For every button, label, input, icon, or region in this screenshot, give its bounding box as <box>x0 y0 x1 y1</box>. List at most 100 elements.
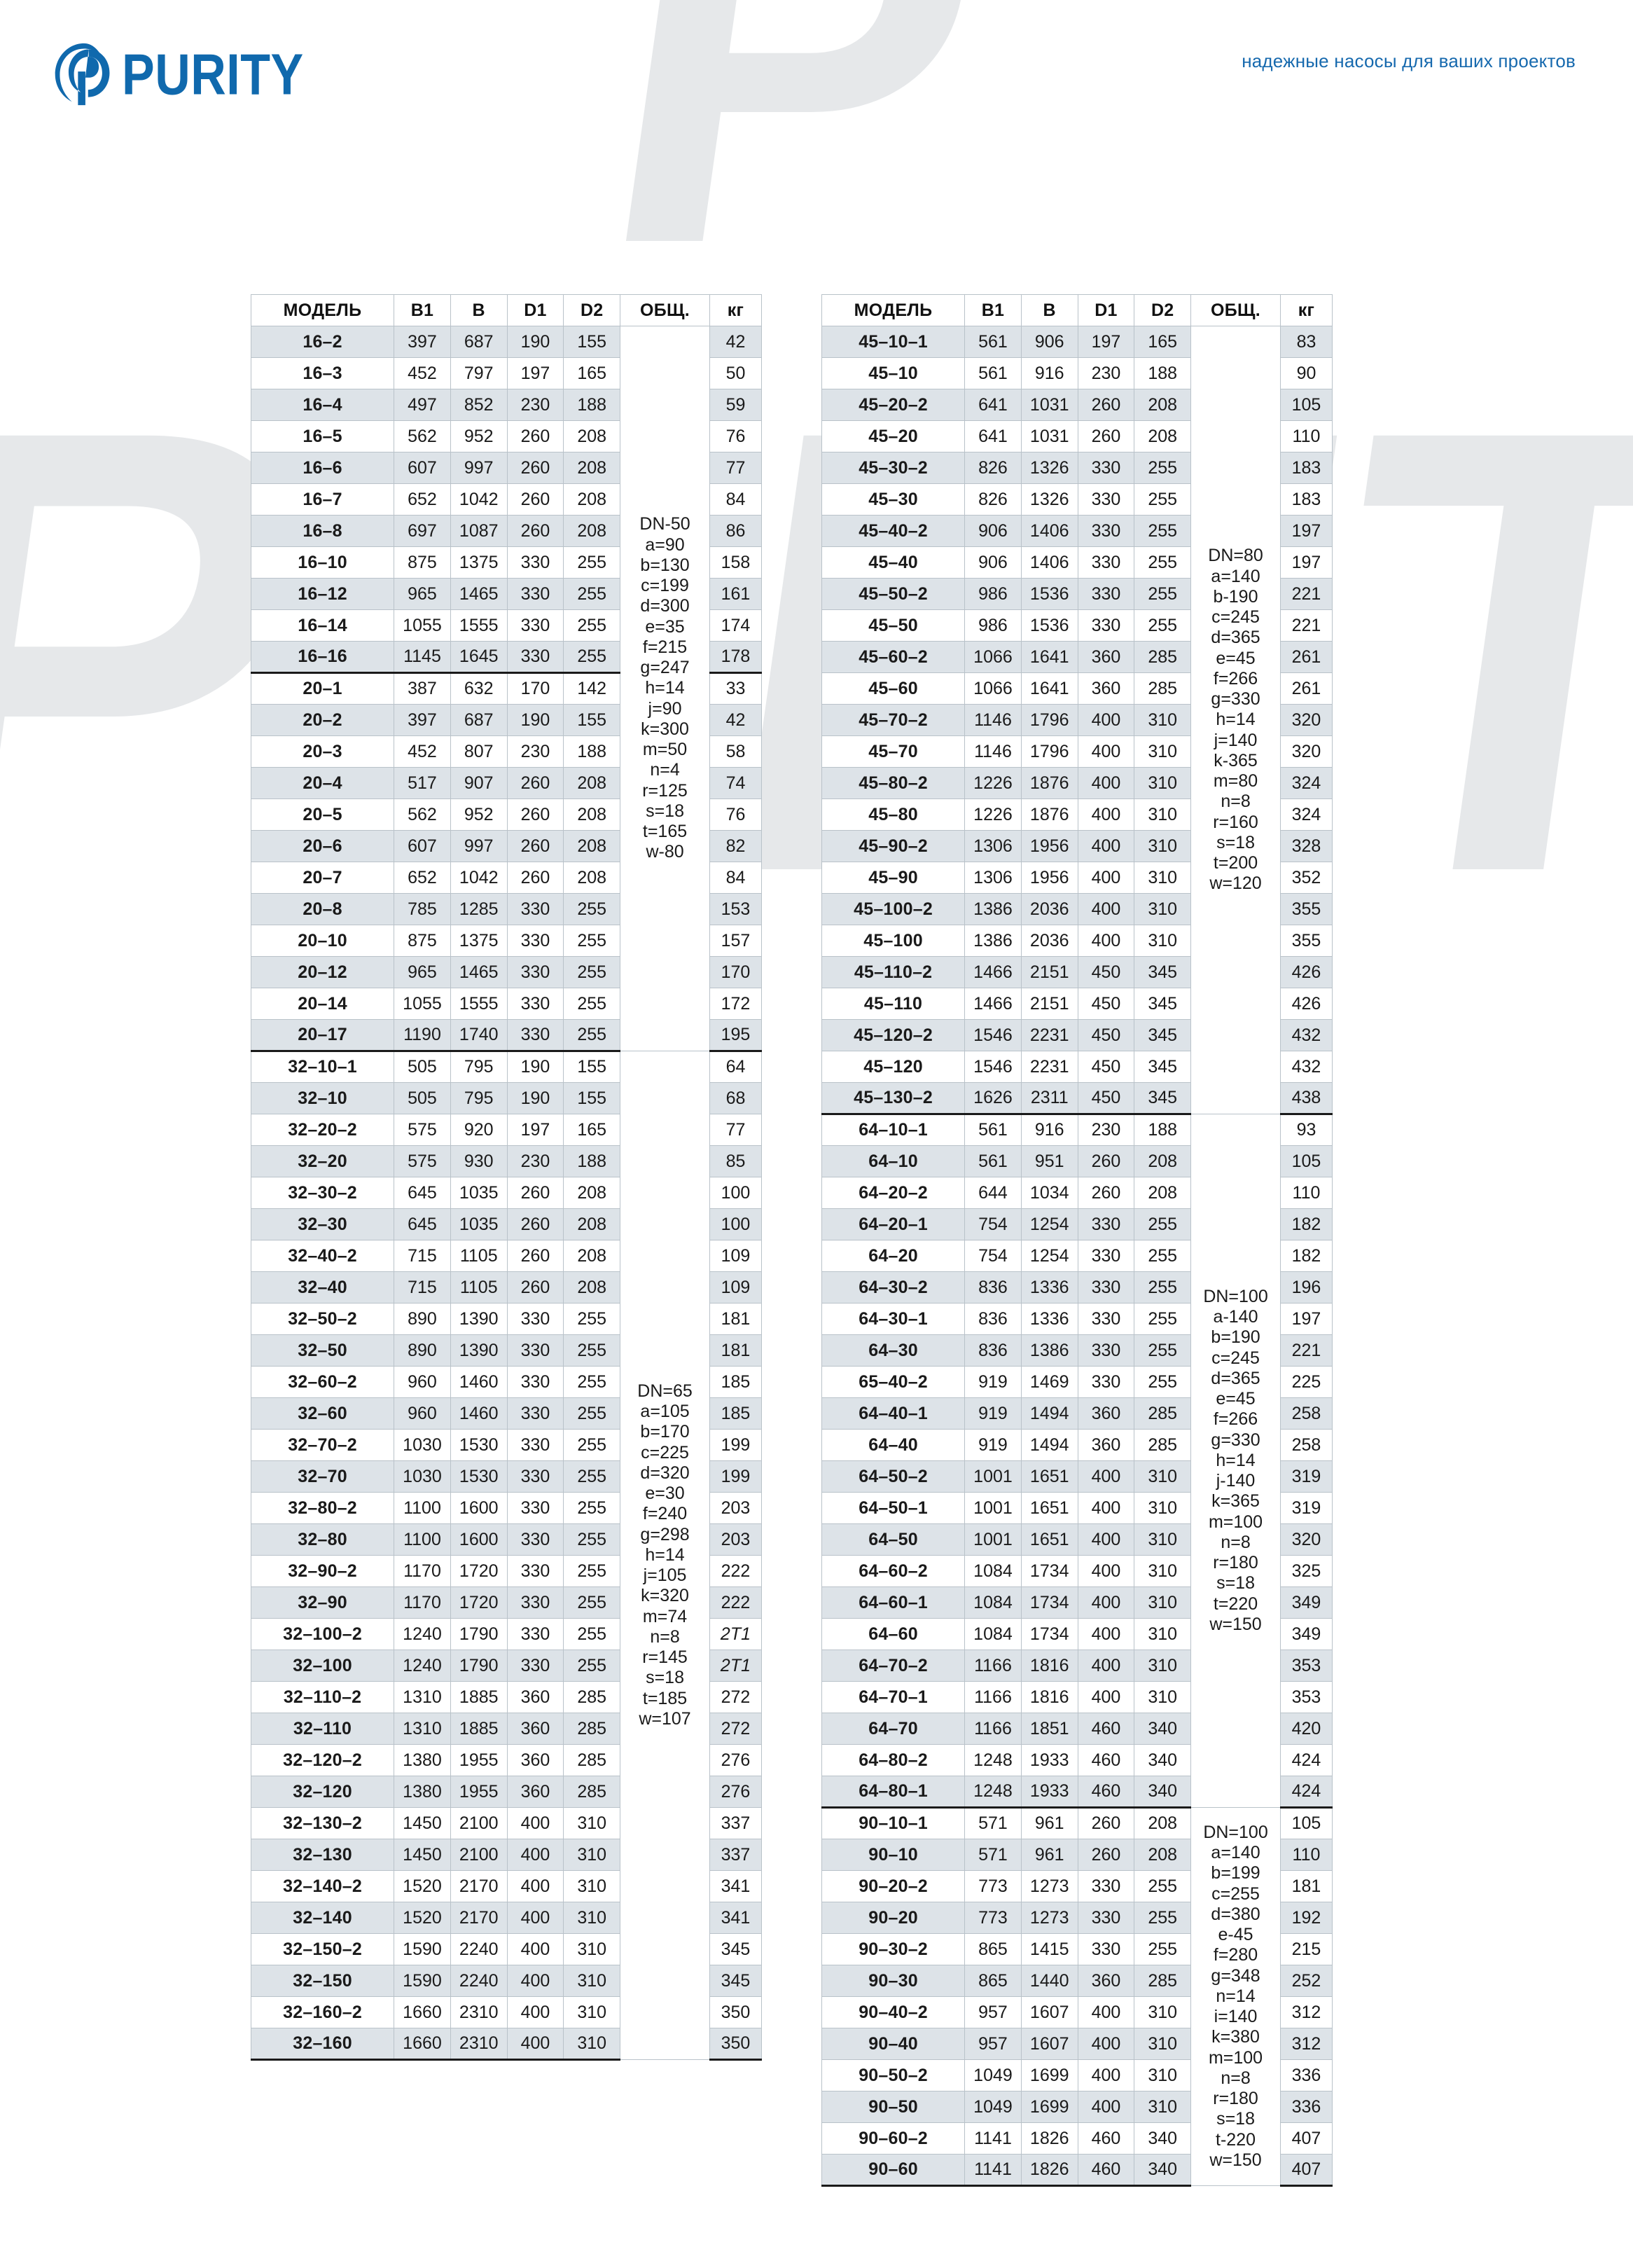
cell-model: 32–50–2 <box>250 1303 395 1335</box>
cell-b1: 1450 <box>394 1807 451 1839</box>
cell-b1: 906 <box>964 515 1022 547</box>
cell-b1: 1066 <box>964 672 1022 705</box>
cell-model: 32–40–2 <box>250 1240 395 1272</box>
cell-d1: 260 <box>1077 1807 1135 1839</box>
cell-kg: 183 <box>1279 483 1333 516</box>
cell-b1: 607 <box>394 452 451 484</box>
cell-kg: 203 <box>709 1492 763 1524</box>
cell-kg: 312 <box>1279 1996 1333 2028</box>
cell-model: 90–30–2 <box>821 1933 966 1965</box>
cell-d1: 330 <box>506 1334 564 1367</box>
cell-d2: 255 <box>563 546 621 579</box>
cell-b1: 452 <box>394 357 451 389</box>
cell-kg: 59 <box>709 389 763 421</box>
cell-kg: 197 <box>1279 515 1333 547</box>
cell-b1: 986 <box>964 609 1022 642</box>
cell-d2: 208 <box>563 862 621 894</box>
cell-kg: 221 <box>1279 609 1333 642</box>
cell-kg: 77 <box>709 1114 763 1146</box>
cell-kg: 320 <box>1279 1523 1333 1556</box>
table-row: 64–50 1001 1651 400 310 320 <box>821 1523 1333 1556</box>
table-row: 20–10 875 1375 330 255 157 <box>250 925 763 957</box>
table-row: 90–10 571 961 260 208 110 <box>821 1839 1333 1871</box>
cell-d2: 255 <box>1134 1334 1192 1367</box>
cell-model: 64–60–1 <box>821 1586 966 1619</box>
cell-b: 1555 <box>450 988 508 1020</box>
cell-d1: 360 <box>506 1776 564 1808</box>
cell-b1: 1660 <box>394 2028 451 2061</box>
cell-d2: 310 <box>1134 1460 1192 1493</box>
cell-d2: 285 <box>1134 1965 1192 1997</box>
cell-model: 32–150–2 <box>250 1933 395 1965</box>
cell-d1: 330 <box>506 578 564 610</box>
table-row: 45–50 986 1536 330 255 221 <box>821 609 1333 642</box>
cell-d1: 360 <box>1077 641 1135 673</box>
cell-d1: 450 <box>1077 988 1135 1020</box>
cell-b: 1273 <box>1020 1870 1078 1902</box>
cell-b: 1734 <box>1020 1618 1078 1650</box>
cell-kg: 319 <box>1279 1460 1333 1493</box>
cell-b1: 1001 <box>964 1523 1022 1556</box>
cell-d1: 197 <box>1077 326 1135 358</box>
cell-model: 16–2 <box>250 326 395 358</box>
cell-b: 1790 <box>450 1618 508 1650</box>
cell-d1: 400 <box>1077 1586 1135 1619</box>
cell-d2: 310 <box>1134 704 1192 736</box>
table-row: 32–60 960 1460 330 255 185 <box>250 1397 763 1430</box>
cell-model: 32–80–2 <box>250 1492 395 1524</box>
cell-d2: 155 <box>563 326 621 358</box>
cell-b: 1720 <box>450 1555 508 1587</box>
cell-d2: 310 <box>1134 1523 1192 1556</box>
cell-d1: 400 <box>1077 2059 1135 2091</box>
table-row: 32–120–2 1380 1955 360 285 276 <box>250 1744 763 1776</box>
cell-d1: 400 <box>1077 2028 1135 2060</box>
column-header-b1: B1 <box>964 294 1022 326</box>
cell-b1: 1226 <box>964 798 1022 831</box>
cell-kg: 225 <box>1279 1366 1333 1398</box>
cell-b1: 906 <box>964 546 1022 579</box>
cell-b: 1600 <box>450 1492 508 1524</box>
cell-b: 795 <box>450 1082 508 1114</box>
cell-b: 1273 <box>1020 1902 1078 1934</box>
cell-model: 20–12 <box>250 956 395 988</box>
cell-b: 1740 <box>450 1019 508 1052</box>
cell-d1: 400 <box>506 1839 564 1871</box>
cell-b: 1494 <box>1020 1397 1078 1430</box>
cell-b: 1440 <box>1020 1965 1078 1997</box>
cell-b: 1390 <box>450 1303 508 1335</box>
cell-overall-dimensions: DN=100 a=140 b=199 c=255 d=380 e-45 f=28… <box>1190 1807 1281 2186</box>
cell-d1: 400 <box>1077 2091 1135 2123</box>
table-row: 20–17 1190 1740 330 255 195 <box>250 1019 763 1052</box>
cell-model: 16–14 <box>250 609 395 642</box>
cell-d1: 260 <box>506 452 564 484</box>
cell-b1: 607 <box>394 830 451 862</box>
cell-model: 64–10 <box>821 1145 966 1177</box>
cell-d2: 310 <box>563 2028 621 2061</box>
watermark-brand: PURITY <box>0 298 1633 1003</box>
cell-d2: 155 <box>563 704 621 736</box>
cell-b: 1699 <box>1020 2091 1078 2123</box>
cell-model: 32–30 <box>250 1208 395 1240</box>
cell-kg: 68 <box>709 1082 763 1114</box>
cell-d2: 310 <box>1134 2028 1192 2060</box>
cell-d1: 190 <box>506 1051 564 1083</box>
cell-kg: 420 <box>1279 1713 1333 1745</box>
cell-kg: 350 <box>709 1996 763 2028</box>
cell-d2: 188 <box>563 389 621 421</box>
cell-d2: 310 <box>1134 1586 1192 1619</box>
cell-kg: 345 <box>709 1933 763 1965</box>
column-header-b: B <box>450 294 508 326</box>
cell-kg: 76 <box>709 420 763 452</box>
cell-d2: 255 <box>1134 515 1192 547</box>
cell-b: 1031 <box>1020 420 1078 452</box>
cell-d1: 400 <box>506 1933 564 1965</box>
cell-b: 997 <box>450 452 508 484</box>
cell-b1: 875 <box>394 546 451 579</box>
cell-model: 16–10 <box>250 546 395 579</box>
cell-b1: 1100 <box>394 1492 451 1524</box>
cell-b: 797 <box>450 357 508 389</box>
cell-d2: 310 <box>563 1902 621 1934</box>
cell-d1: 400 <box>1077 798 1135 831</box>
cell-b: 1651 <box>1020 1523 1078 1556</box>
